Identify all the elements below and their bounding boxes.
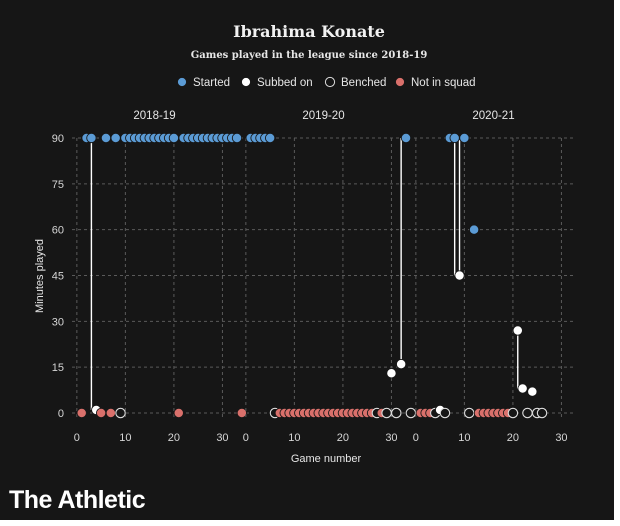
y-tick-label-45: 45 [52,271,64,283]
chart-frame: Ibrahima Konate Games played in the leag… [0,0,614,520]
panel-2018-19: 2018-19 0 10 20 30 [74,110,248,444]
y-tick-label-0: 0 [58,408,64,420]
point-benched [391,407,402,419]
panel-title-2018-19: 2018-19 [133,110,175,122]
point-subbed [527,386,538,397]
point-started [100,132,112,144]
y-axis-label: Minutes played [34,239,46,313]
brand-logo: The Athletic [9,486,146,514]
point-started [449,132,460,144]
point-started [86,132,97,144]
point-started [468,224,480,235]
point-notinsquad [95,407,107,419]
x-tick-label-30: 30 [555,432,567,444]
legend-marker-notinsquad [394,76,406,88]
panel-title-2020-21: 2020-21 [472,110,514,122]
x-tick-label-0: 0 [413,432,419,444]
x-axis-label: Game number [291,453,362,465]
x-tick-label-10: 10 [288,432,300,444]
point-subbed [517,383,528,394]
chart-subtitle: Games played in the league since 2018-19 [191,50,428,61]
x-tick-label-30: 30 [216,432,228,444]
x-tick-label-10: 10 [119,432,131,444]
chart-svg: Ibrahima Konate Games played in the leag… [9,22,576,514]
point-benched [115,407,126,419]
y-axis: 0 15 30 45 60 75 90 [52,133,64,420]
legend-marker-benched [324,76,336,88]
point-started [264,132,276,144]
legend-label-notinsquad: Not in squad [411,77,476,89]
legend-label-benched: Benched [341,77,386,89]
point-notinsquad [76,407,87,419]
point-benched [463,407,475,419]
point-started [459,132,470,144]
legend-marker-started [176,76,188,88]
legend: Started Subbed on Benched Not in squad [176,76,476,89]
chart-title: Ibrahima Konate [233,22,385,41]
point-notinsquad [105,407,116,419]
x-tick-label-30: 30 [385,432,397,444]
panel-2019-20: 2019-20 0 10 20 30 [243,110,417,444]
point-started [400,132,412,144]
legend-marker-subbed [240,76,252,88]
legend-label-subbed: Subbed on [257,77,313,89]
point-benched [507,407,519,419]
panel-title-2019-20: 2019-20 [302,110,344,122]
point-started [231,132,243,144]
point-subbed [395,358,407,370]
point-benched [439,407,451,419]
point-started [168,132,180,144]
y-tick-label-30: 30 [52,316,64,328]
grid [72,137,576,414]
point-benched [381,407,392,419]
y-tick-label-60: 60 [52,225,64,237]
point-notinsquad [236,407,248,419]
x-tick-label-20: 20 [507,432,519,444]
point-benched [522,407,533,419]
x-tick-label-20: 20 [337,432,349,444]
panel-2020-21: 2020-21 0 10 20 30 [413,110,568,444]
point-benched [405,407,417,419]
point-subbed [454,270,465,281]
point-notinsquad [173,407,184,419]
point-started [110,132,121,144]
y-tick-label-15: 15 [52,362,64,374]
x-tick-label-0: 0 [243,432,249,444]
point-benched [536,407,548,419]
x-tick-label-0: 0 [74,432,80,444]
x-tick-label-10: 10 [458,432,470,444]
point-subbed [386,368,397,379]
y-tick-label-75: 75 [52,179,64,191]
x-tick-label-20: 20 [168,432,180,444]
point-subbed [512,325,523,336]
legend-label-started: Started [193,77,230,89]
y-tick-label-90: 90 [52,133,64,145]
